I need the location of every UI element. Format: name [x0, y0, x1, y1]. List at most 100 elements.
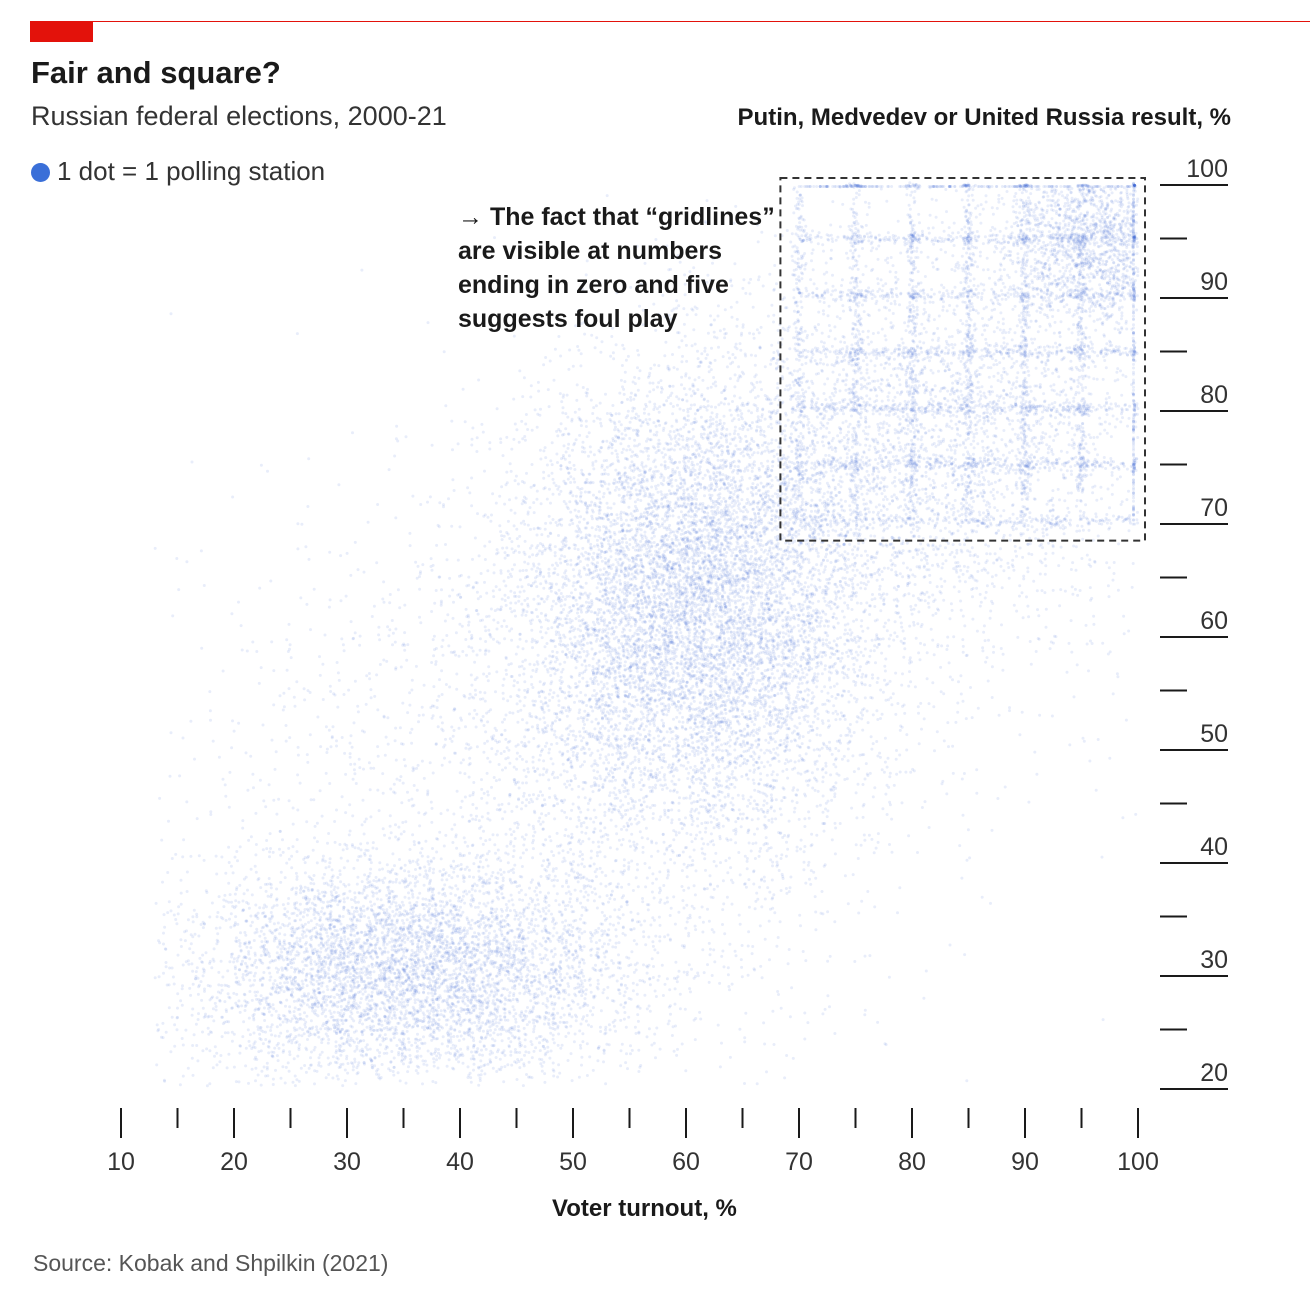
- data-point: [912, 620, 916, 624]
- data-point: [445, 558, 449, 562]
- data-point: [626, 414, 630, 418]
- data-point: [854, 700, 858, 704]
- data-point: [597, 664, 601, 668]
- data-point: [458, 525, 462, 529]
- data-point: [754, 548, 757, 552]
- data-point: [615, 513, 619, 517]
- data-point: [762, 765, 766, 769]
- data-point: [584, 664, 588, 668]
- data-point: [700, 822, 704, 825]
- data-point: [521, 395, 525, 399]
- data-point: [935, 730, 939, 734]
- data-point: [467, 630, 471, 634]
- data-point: [866, 721, 870, 725]
- data-point: [772, 747, 776, 751]
- data-point: [586, 596, 590, 600]
- data-point: [585, 684, 588, 688]
- data-point: [687, 514, 691, 518]
- data-point: [640, 638, 644, 642]
- data-point: [585, 478, 589, 481]
- data-point: [632, 727, 636, 731]
- data-point: [608, 708, 612, 712]
- legend: 1 dot = 1 polling station: [31, 156, 325, 187]
- data-point: [791, 788, 795, 792]
- data-point: [643, 662, 647, 666]
- data-point: [710, 566, 714, 570]
- data-point: [663, 559, 667, 563]
- data-point: [663, 354, 667, 358]
- data-point: [579, 494, 583, 498]
- data-point: [697, 656, 701, 660]
- data-point: [523, 438, 527, 442]
- data-point: [622, 710, 626, 714]
- data-point: [705, 579, 709, 583]
- data-point: [710, 346, 713, 350]
- data-point: [661, 788, 664, 791]
- data-point: [730, 554, 734, 558]
- data-point: [517, 440, 521, 444]
- data-point: [778, 590, 782, 594]
- data-point: [680, 383, 683, 387]
- data-point: [700, 450, 704, 454]
- data-point: [687, 771, 691, 775]
- data-point: [709, 832, 713, 836]
- data-point: [700, 647, 704, 651]
- data-point: [561, 650, 565, 654]
- data-point: [905, 566, 909, 570]
- data-point: [470, 476, 474, 480]
- data-point: [677, 432, 680, 436]
- data-point: [625, 541, 629, 545]
- data-point: [867, 286, 871, 290]
- data-point: [854, 527, 858, 531]
- data-point: [690, 444, 694, 448]
- data-point: [616, 455, 619, 459]
- data-point: [744, 508, 748, 512]
- data-point: [685, 846, 688, 849]
- data-point: [772, 454, 776, 458]
- data-point: [757, 523, 761, 527]
- data-point: [656, 385, 659, 389]
- data-point: [721, 814, 725, 818]
- data-point: [595, 336, 599, 340]
- data-point: [668, 482, 671, 486]
- data-point: [687, 540, 691, 544]
- data-point: [515, 537, 519, 541]
- data-point: [595, 854, 599, 858]
- data-point: [718, 684, 722, 688]
- data-point: [690, 823, 694, 827]
- data-point: [763, 365, 767, 369]
- data-point: [525, 610, 529, 614]
- data-point: [783, 762, 787, 765]
- data-point: [664, 655, 668, 659]
- data-point: [746, 777, 750, 781]
- data-point: [636, 366, 639, 370]
- data-point: [762, 705, 766, 709]
- data-point: [578, 433, 582, 437]
- data-point: [759, 461, 763, 465]
- brand-tag: [30, 21, 93, 42]
- data-point: [763, 417, 767, 421]
- data-point: [599, 882, 603, 886]
- data-point: [503, 556, 507, 560]
- data-point: [573, 588, 577, 592]
- data-point: [579, 364, 583, 368]
- data-point: [718, 419, 722, 422]
- data-point: [932, 548, 936, 551]
- data-point: [871, 742, 875, 746]
- data-point: [740, 595, 744, 599]
- data-point: [767, 618, 771, 622]
- data-point: [649, 696, 653, 700]
- data-point: [806, 417, 810, 421]
- data-point: [648, 619, 652, 623]
- data-point: [643, 773, 647, 777]
- data-point: [707, 365, 711, 369]
- data-point: [699, 640, 702, 644]
- data-point: [535, 489, 539, 493]
- data-point: [553, 551, 557, 555]
- data-point: [733, 760, 736, 764]
- data-point: [675, 561, 678, 565]
- data-point: [573, 480, 577, 484]
- data-point: [797, 759, 801, 763]
- data-point: [676, 708, 680, 712]
- data-point: [693, 764, 697, 768]
